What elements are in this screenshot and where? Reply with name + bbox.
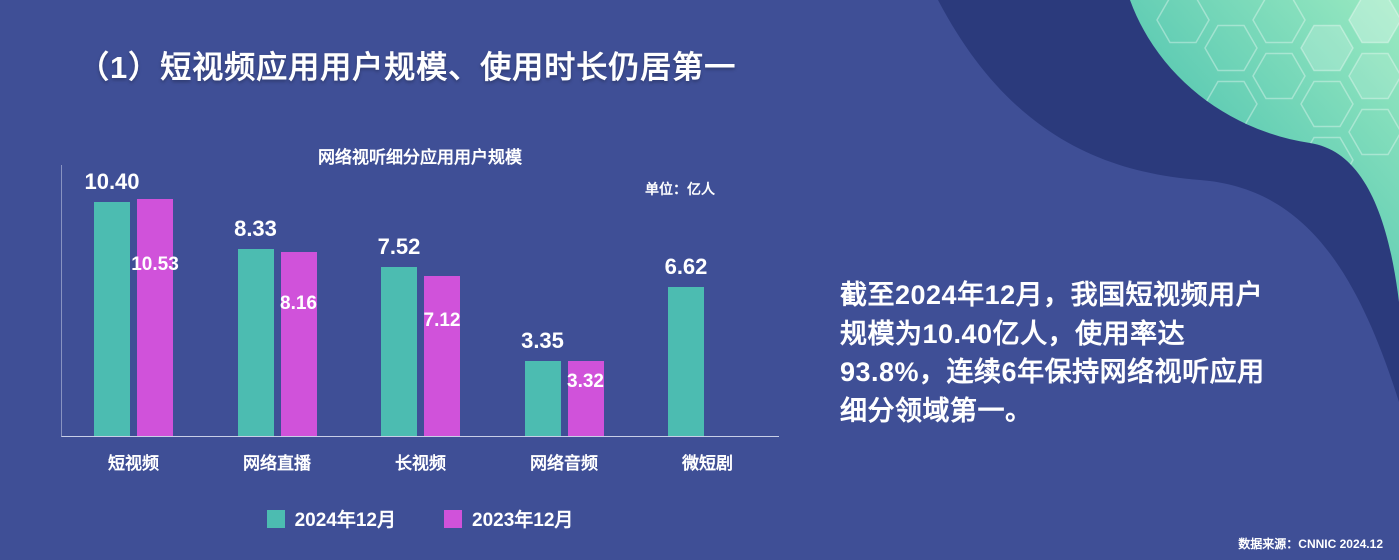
bar-slot: 6.62: [665, 254, 707, 436]
hexagon-icon: [1204, 80, 1258, 128]
category-label: 短视频: [108, 454, 159, 473]
hexagon-pattern: [1156, 0, 1399, 184]
highlight-text: 截至2024年12月，我国短视频用户规模为10.40亿人，使用率达93.8%，连…: [840, 280, 1265, 426]
teal-wave-shape: [1130, 0, 1399, 302]
bar-2023年12月-短视频: [137, 199, 173, 436]
bar-slot: 7.52: [378, 234, 420, 436]
hexagon-icon: [1156, 0, 1210, 44]
bar-2023年12月-长视频: [424, 276, 460, 436]
legend-swatch: [266, 509, 285, 528]
legend-item-2023年12月: 2023年12月: [444, 505, 573, 532]
bar-group-长视频: 7.52 7.12 长视频: [378, 234, 461, 473]
bar-2024年12月-微短剧: [668, 287, 704, 436]
bar-slot: 10.40: [84, 169, 140, 436]
hexagon-icon: [1348, 52, 1399, 100]
chart-legend: 2024年12月 2023年12月: [55, 505, 785, 532]
legend-label: 2023年12月: [472, 510, 574, 531]
bar-2024年12月-网络直播: [237, 249, 274, 436]
bar-value-label: 3.32: [567, 371, 604, 392]
bar-group-网络直播: 8.33 8.16 网络直播: [234, 216, 317, 473]
bar-value-label: 7.12: [423, 310, 461, 331]
category-label: 网络音频: [530, 454, 598, 473]
unit-label: 单位：亿人: [645, 181, 715, 197]
bar-2023年12月-网络直播: [280, 252, 317, 436]
bar-chart: 网络视听细分应用用户规模 单位：亿人 10.40 10.53 短视频 8.33 8.16…: [55, 133, 785, 553]
bar-group-短视频: 10.40 10.53 短视频: [84, 169, 179, 473]
bar-value-label: 8.16: [280, 293, 317, 314]
category-label: 微短剧: [682, 454, 733, 473]
bar-value-label: 3.35: [521, 328, 564, 353]
bar-value-label: 7.52: [377, 234, 421, 259]
bar-slot: 3.35: [521, 328, 564, 436]
bar-slot: 8.33: [234, 216, 277, 436]
hexagon-icon: [1252, 52, 1306, 100]
hexagon-icon: [1204, 24, 1258, 72]
hexagon-icon: [1348, 0, 1399, 44]
hexagon-icon: [1300, 80, 1354, 128]
bar-slot: 10.53: [131, 199, 179, 436]
bar-2023年12月-网络音频: [567, 361, 604, 436]
legend-swatch: [444, 509, 462, 528]
bar-2024年12月-短视频: [94, 202, 130, 436]
hexagon-icon: [1252, 0, 1306, 44]
hexagon-icon: [1348, 108, 1399, 156]
hexagon-icon: [1300, 24, 1354, 72]
bar-group-微短剧: 6.62 微短剧: [665, 254, 747, 473]
bar-value-label: 8.33: [234, 216, 277, 241]
hexagon-icon: [1300, 136, 1354, 184]
legend-item-2024年12月: 2024年12月: [266, 505, 396, 532]
legend-label: 2024年12月: [294, 510, 396, 531]
category-label: 长视频: [395, 454, 446, 473]
bar-2024年12月-长视频: [381, 267, 417, 436]
data-source-note: 数据来源：CNNIC 2024.12: [1238, 537, 1383, 551]
chart-title: 网络视听细分应用用户规模: [318, 148, 522, 167]
bar-value-label: 6.62: [664, 254, 708, 279]
bar-slot: 7.12: [424, 276, 460, 436]
category-label: 网络直播: [243, 454, 311, 473]
bar-slot: 8.16: [280, 252, 317, 436]
bar-2024年12月-网络音频: [524, 361, 561, 436]
plot-area: 10.40 10.53 短视频 8.33 8.16 网络直播 7.52 7.12 长视频 3.35…: [61, 165, 779, 473]
page-title: （1）短视频应用用户规模、使用时长仍居第一: [78, 50, 737, 85]
bar-slot: 3.32: [567, 361, 604, 436]
bar-value-label: 10.40: [84, 169, 140, 194]
bar-group-网络音频: 3.35 3.32 网络音频: [521, 328, 604, 473]
bar-value-label: 10.53: [131, 254, 179, 275]
